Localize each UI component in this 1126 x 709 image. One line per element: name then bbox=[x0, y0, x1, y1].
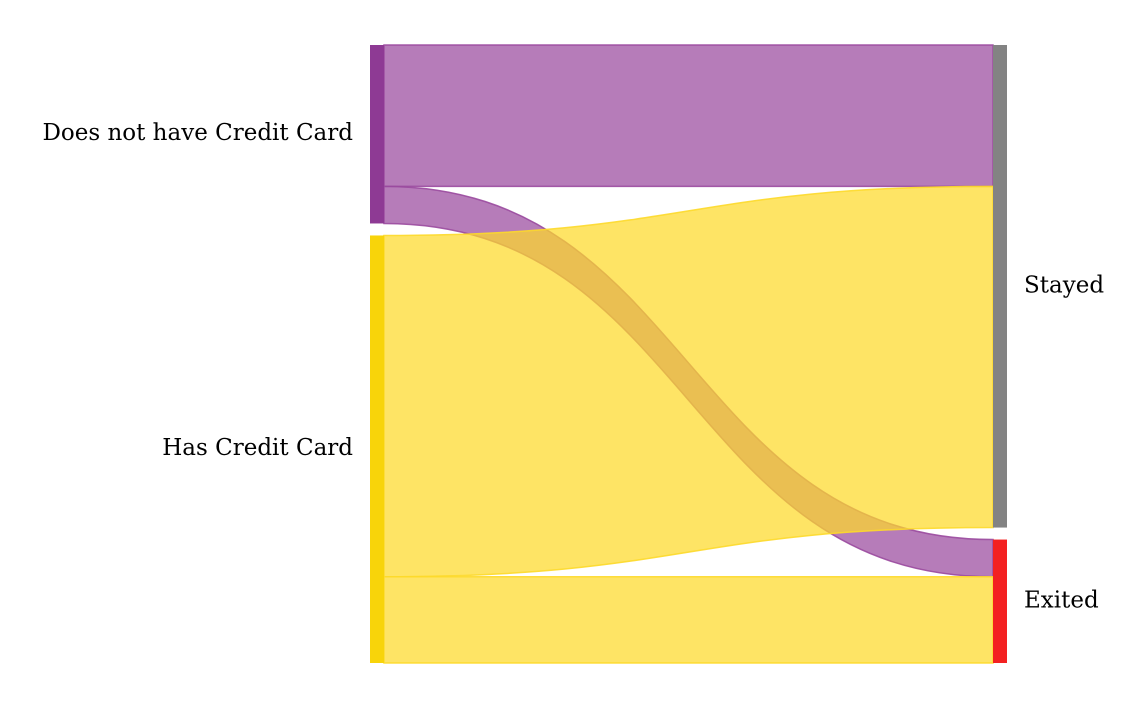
nodes-layer bbox=[370, 45, 1007, 664]
labels-layer: Does not have Credit Card Has Credit Card… bbox=[42, 120, 1104, 613]
node-bar-exited bbox=[993, 539, 1007, 663]
node-bar-no_card bbox=[370, 45, 384, 224]
node-label-exited: Exited bbox=[1024, 587, 1099, 613]
node-label-stayed: Stayed bbox=[1024, 272, 1104, 298]
flow-has_card-to-exited bbox=[383, 575, 994, 664]
node-bar-has_card bbox=[370, 235, 384, 664]
node-bar-stayed bbox=[993, 45, 1007, 528]
links-layer bbox=[383, 44, 994, 664]
flow-no_card-to-stayed bbox=[383, 44, 994, 188]
node-label-no_card: Does not have Credit Card bbox=[42, 120, 353, 146]
flow-has_card-to-stayed bbox=[383, 185, 994, 578]
node-label-has_card: Has Credit Card bbox=[162, 435, 353, 461]
